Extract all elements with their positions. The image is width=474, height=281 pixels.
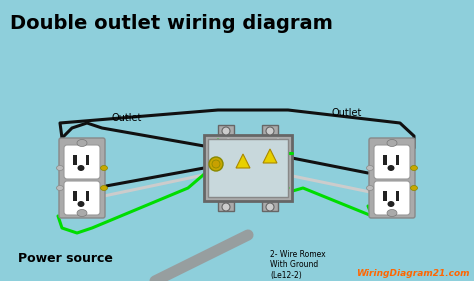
Text: 2- Wire Romex
With Ground
(Le12-2): 2- Wire Romex With Ground (Le12-2) — [270, 250, 326, 280]
Bar — [383, 191, 387, 201]
Ellipse shape — [387, 139, 397, 146]
Bar — [73, 191, 77, 201]
Text: Outlet: Outlet — [332, 108, 363, 118]
Ellipse shape — [366, 185, 374, 191]
Ellipse shape — [56, 185, 64, 191]
Ellipse shape — [222, 203, 230, 211]
Ellipse shape — [388, 201, 394, 207]
Ellipse shape — [387, 210, 397, 216]
Ellipse shape — [78, 165, 84, 171]
FancyBboxPatch shape — [64, 181, 100, 215]
Bar — [218, 199, 234, 211]
Ellipse shape — [100, 166, 108, 171]
Bar — [73, 155, 77, 165]
Text: Outlet: Outlet — [112, 113, 142, 123]
Ellipse shape — [100, 185, 108, 191]
Bar — [262, 125, 278, 137]
Ellipse shape — [366, 166, 374, 171]
Ellipse shape — [56, 166, 64, 171]
Bar — [86, 155, 89, 165]
Bar — [86, 191, 89, 201]
Ellipse shape — [209, 157, 223, 171]
Bar — [204, 135, 292, 201]
Ellipse shape — [222, 127, 230, 135]
Ellipse shape — [388, 165, 394, 171]
Ellipse shape — [266, 203, 274, 211]
Ellipse shape — [266, 127, 274, 135]
Bar — [218, 125, 234, 137]
Ellipse shape — [77, 210, 87, 216]
Ellipse shape — [410, 166, 418, 171]
Polygon shape — [263, 149, 277, 163]
Text: WiringDiagram21.com: WiringDiagram21.com — [356, 269, 470, 278]
Ellipse shape — [410, 185, 418, 191]
Ellipse shape — [78, 201, 84, 207]
FancyBboxPatch shape — [369, 138, 415, 218]
FancyBboxPatch shape — [64, 145, 100, 179]
FancyBboxPatch shape — [374, 181, 410, 215]
Bar — [396, 155, 399, 165]
Bar — [396, 191, 399, 201]
Bar — [383, 155, 387, 165]
Bar — [262, 199, 278, 211]
Bar — [208, 139, 288, 197]
FancyBboxPatch shape — [374, 145, 410, 179]
Ellipse shape — [212, 160, 220, 168]
Text: Double outlet wiring diagram: Double outlet wiring diagram — [10, 14, 333, 33]
Text: Power source: Power source — [18, 251, 113, 264]
FancyBboxPatch shape — [59, 138, 105, 218]
Ellipse shape — [77, 139, 87, 146]
Polygon shape — [236, 154, 250, 168]
